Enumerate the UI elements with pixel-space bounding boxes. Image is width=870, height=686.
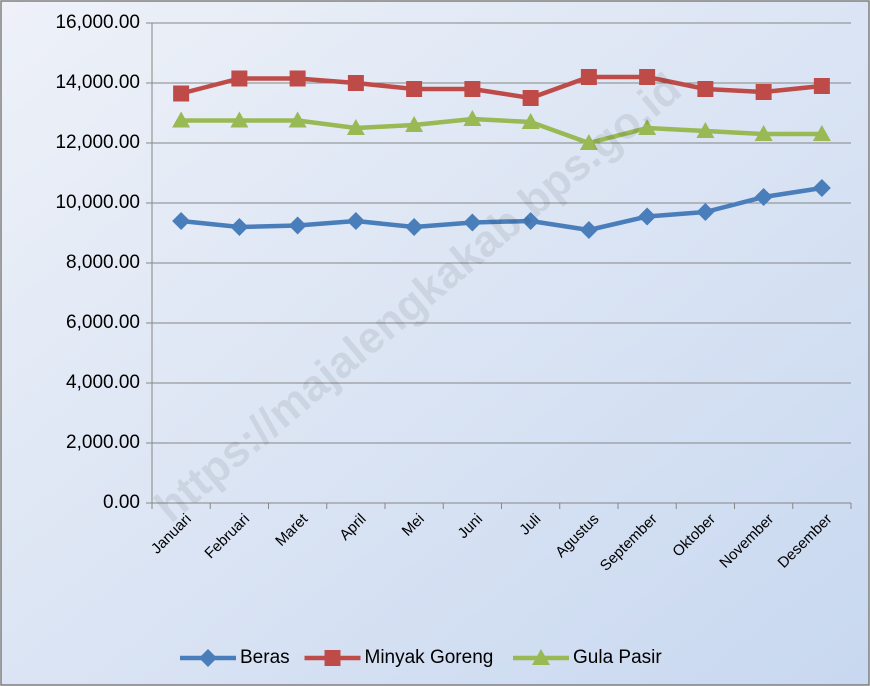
marker	[347, 75, 364, 91]
legend-marker	[532, 649, 550, 665]
marker	[288, 111, 307, 128]
y-tick-label: 2,000.00	[66, 432, 140, 453]
marker	[346, 212, 365, 230]
marker	[172, 111, 191, 128]
grid	[146, 22, 852, 509]
y-tick-label: 14,000.00	[55, 72, 140, 93]
legend-label: Gula Pasir	[573, 647, 662, 668]
marker	[696, 122, 715, 138]
marker	[579, 134, 598, 150]
marker	[812, 125, 831, 141]
y-tick-label: 8,000.00	[66, 252, 140, 273]
marker	[755, 84, 772, 100]
marker	[288, 216, 307, 235]
y-tick-label: 16,000.00	[55, 12, 140, 33]
marker	[521, 113, 540, 129]
marker	[406, 81, 423, 97]
marker	[522, 90, 539, 106]
series-line	[180, 185, 823, 233]
marker	[405, 218, 424, 236]
marker	[580, 69, 597, 85]
marker	[812, 179, 831, 197]
y-tick-label: 4,000.00	[66, 372, 140, 393]
marker	[813, 78, 830, 94]
marker	[463, 110, 482, 126]
marker	[639, 69, 656, 85]
legend-marker	[199, 649, 217, 667]
marker	[579, 221, 598, 239]
marker	[754, 125, 773, 141]
legend-marker	[324, 650, 341, 666]
y-tick-label: 0.00	[103, 492, 140, 513]
marker	[230, 111, 249, 128]
marker	[463, 213, 482, 232]
marker	[173, 85, 190, 102]
marker	[464, 81, 481, 97]
marker	[405, 116, 424, 132]
series	[172, 69, 831, 239]
y-tick-label: 6,000.00	[66, 312, 140, 333]
marker	[521, 212, 540, 230]
marker	[754, 188, 773, 206]
marker	[638, 207, 657, 226]
marker	[231, 70, 248, 87]
marker	[289, 70, 306, 87]
legend-label: Minyak Goreng	[365, 647, 494, 668]
series-line	[181, 116, 822, 146]
marker	[346, 119, 365, 135]
legend-label: Beras	[240, 647, 290, 668]
y-tick-label: 12,000.00	[55, 132, 140, 153]
marker	[230, 218, 249, 236]
y-tick-label: 10,000.00	[55, 192, 140, 213]
marker	[696, 203, 715, 221]
series-line	[180, 74, 823, 101]
marker	[697, 81, 714, 97]
marker	[638, 119, 657, 135]
marker	[172, 212, 191, 230]
